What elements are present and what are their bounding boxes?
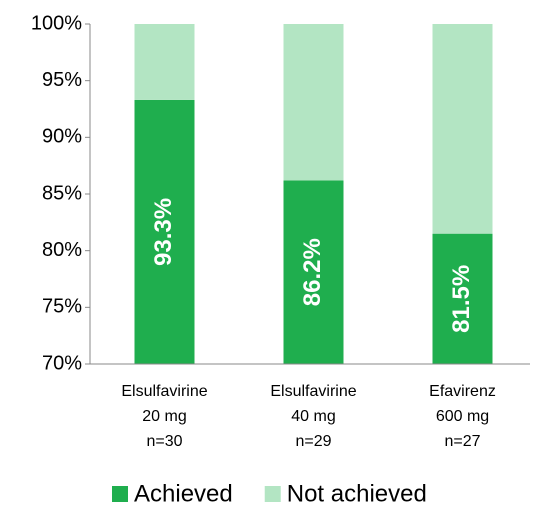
x-tick-label: Elsulfavirine [270,383,356,400]
value-label: 81.5% [448,265,475,333]
y-tick-label: 70% [42,352,82,374]
bar-segment [283,24,344,181]
x-tick-label: 20 mg [142,408,186,425]
legend-label: Achieved [134,480,233,505]
bar-segment [283,180,344,364]
x-tick-label: 40 mg [291,408,335,425]
x-tick-label: n=29 [295,433,331,450]
x-tick-label: 600 mg [436,408,489,425]
value-label: 86.2% [299,238,326,306]
y-tick-label: 80% [42,239,82,261]
value-label: 93.3% [150,198,177,266]
x-tick-label: n=30 [146,433,182,450]
bar-segment [432,233,493,364]
bar-segment [134,24,195,100]
bar-segment [134,99,195,364]
legend-swatch [264,486,281,502]
y-tick-label: 85% [42,182,82,204]
y-tick-label: 100% [31,12,82,34]
y-tick-label: 95% [42,69,82,91]
y-tick-label: 90% [42,126,82,148]
x-tick-label: Elsulfavirine [121,383,207,400]
x-tick-label: n=27 [444,433,480,450]
y-tick-label: 75% [42,296,82,318]
legend-label: Not achieved [287,480,427,505]
x-tick-label: Efavirenz [429,383,496,400]
legend-swatch [112,486,128,502]
bar-segment [432,24,493,234]
